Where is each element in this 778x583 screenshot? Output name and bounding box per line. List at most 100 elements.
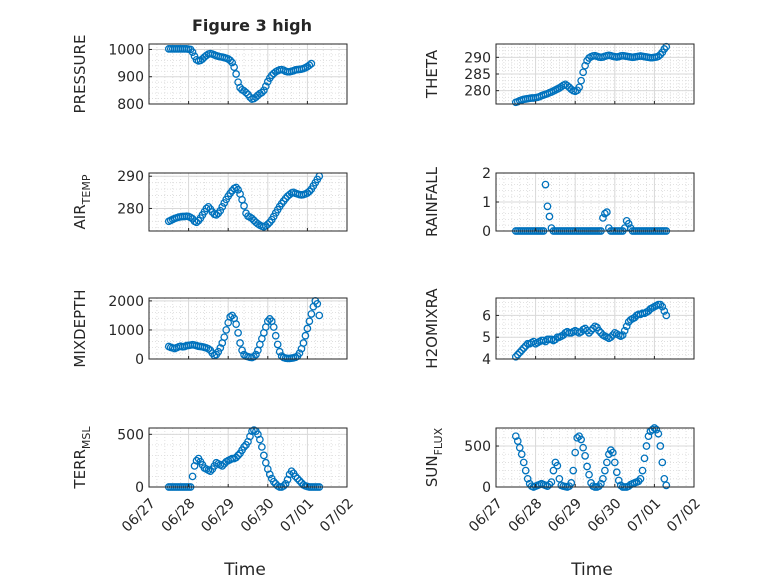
- data-point: [226, 313, 235, 321]
- data-point: [599, 474, 607, 483]
- data-point: [579, 68, 587, 77]
- data-point: [242, 88, 250, 97]
- data-point: [581, 61, 589, 70]
- data-point: [228, 58, 237, 67]
- data-point: [620, 326, 629, 335]
- data-point: [258, 443, 266, 451]
- data-point: [256, 435, 264, 444]
- data-point: [273, 340, 282, 349]
- y-tick-label: 280: [117, 201, 144, 217]
- data-point: [553, 461, 562, 470]
- data-point: [551, 335, 560, 344]
- y-axis-label: THETA: [423, 49, 441, 99]
- data-point: [662, 311, 671, 320]
- data-point: [618, 331, 627, 339]
- data-point: [265, 315, 274, 323]
- data-point: [275, 347, 284, 356]
- data-point: [515, 348, 524, 357]
- data-point: [577, 76, 585, 85]
- data-point: [662, 481, 671, 490]
- y-tick-label: 290: [117, 169, 144, 185]
- data-point: [654, 52, 663, 61]
- data-point: [567, 479, 576, 487]
- x-axis-label: Time: [570, 560, 613, 580]
- data-point: [656, 442, 665, 450]
- data-point: [220, 333, 229, 342]
- data-point: [234, 185, 242, 194]
- data-point: [307, 59, 316, 68]
- data-point: [513, 437, 522, 445]
- data-point: [652, 425, 661, 434]
- figure-title: Figure 3 high: [192, 16, 312, 35]
- data-point: [271, 331, 280, 340]
- data-point: [585, 329, 593, 337]
- y-axis-label-subscript: TEMP: [80, 174, 93, 205]
- data-point: [248, 214, 256, 223]
- data-point: [192, 218, 201, 227]
- data-point: [517, 450, 526, 459]
- data-point: [315, 311, 324, 320]
- data-point: [232, 320, 240, 328]
- data-point: [234, 451, 242, 460]
- data-point: [660, 45, 669, 53]
- data-point: [622, 322, 631, 331]
- data-point: [240, 443, 248, 451]
- panel-rainfall: 0 1 2 RAINFALL: [423, 166, 695, 240]
- data-point: [605, 450, 613, 459]
- data-point: [204, 344, 213, 353]
- data-point: [521, 466, 530, 475]
- data-point: [192, 456, 201, 465]
- data-point: [569, 466, 578, 475]
- data-point: [585, 470, 593, 479]
- y-tick-label: 4: [482, 352, 491, 368]
- data-point: [218, 462, 227, 470]
- y-axis-label-subscript: FLUX: [432, 427, 445, 455]
- data-point: [305, 317, 314, 326]
- data-point: [519, 458, 528, 467]
- data-point: [543, 482, 552, 491]
- series-air_temp: [164, 172, 324, 231]
- data-point: [291, 472, 300, 481]
- data-point: [521, 342, 530, 350]
- data-point: [303, 324, 312, 333]
- data-point: [232, 70, 240, 78]
- data-point: [545, 212, 554, 221]
- data-point: [640, 454, 649, 463]
- y-tick-label: 290: [464, 50, 491, 66]
- data-point: [579, 443, 587, 452]
- y-axis-label: RAINFALL: [423, 166, 441, 237]
- data-point: [222, 326, 231, 334]
- data-point: [234, 329, 242, 337]
- data-point: [232, 453, 240, 462]
- y-axis-label-main: MIXDEPTH: [71, 289, 89, 367]
- data-point: [515, 443, 524, 452]
- y-axis-label-main: PRESSURE: [71, 35, 89, 114]
- data-point: [642, 442, 651, 450]
- data-point: [612, 468, 621, 477]
- data-point: [658, 302, 667, 311]
- data-point: [202, 204, 211, 213]
- y-axis-label-main: THETA: [423, 49, 441, 99]
- data-point: [606, 333, 615, 342]
- plot-area: [496, 428, 694, 487]
- y-tick-label: 1000: [108, 42, 144, 58]
- data-point: [595, 326, 603, 335]
- data-point: [204, 202, 213, 211]
- series-pressure: [164, 45, 316, 103]
- data-point: [636, 474, 645, 483]
- data-point: [519, 344, 528, 352]
- panel-h2omixra: 4 5 6 H2OMIXRA: [423, 288, 695, 369]
- x-axis-label: Time: [223, 560, 266, 580]
- y-axis-label: TERRMSL: [71, 426, 93, 490]
- data-point: [287, 467, 296, 476]
- data-point: [654, 429, 663, 438]
- y-tick-label: 2000: [108, 294, 144, 310]
- data-point: [624, 219, 633, 228]
- data-point: [608, 448, 617, 457]
- data-point: [660, 307, 669, 315]
- data-point: [610, 458, 619, 467]
- data-point: [305, 61, 314, 70]
- y-tick-label: 0: [135, 352, 144, 368]
